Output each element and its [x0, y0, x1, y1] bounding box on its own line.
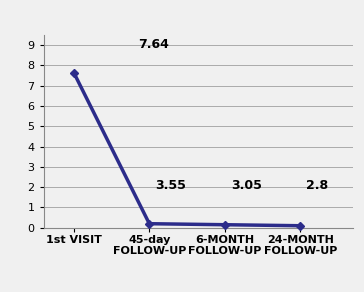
- Text: 2.8: 2.8: [306, 179, 328, 192]
- Text: 7.64: 7.64: [138, 38, 169, 51]
- Text: 3.55: 3.55: [155, 179, 186, 192]
- Text: 3.05: 3.05: [231, 179, 262, 192]
